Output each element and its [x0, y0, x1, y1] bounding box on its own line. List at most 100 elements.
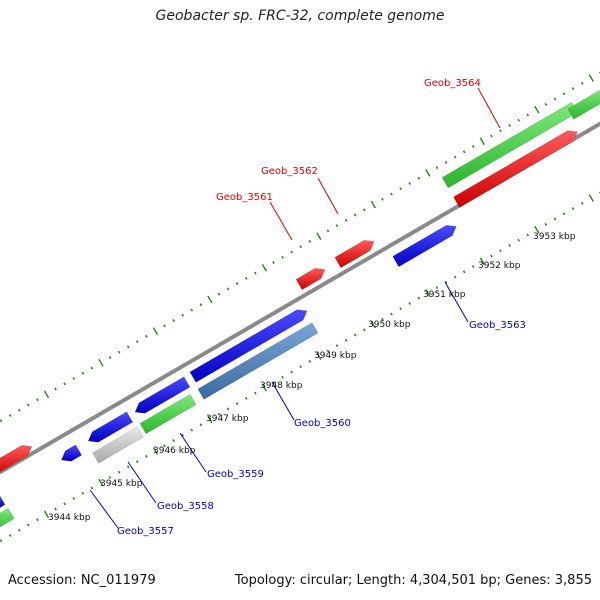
- scale-tick: [444, 280, 448, 284]
- kbp-label-3950: 3950 kbp: [368, 320, 411, 330]
- scale-tick: [462, 270, 466, 274]
- scale-tick: [254, 391, 257, 395]
- leader-geob-3557: [89, 489, 119, 529]
- scale-tick: [362, 328, 366, 332]
- scale-tick: [390, 312, 393, 316]
- scale-tick: [17, 408, 21, 412]
- scale-tick: [207, 295, 213, 304]
- scale-tick: [381, 317, 384, 321]
- scale-tick: [226, 407, 230, 411]
- leader-geob-3560: [271, 381, 295, 421]
- gene-blue-mid[interactable]: [134, 376, 191, 414]
- scale-tick: [117, 470, 121, 474]
- gene-blue-edge[interactable]: [0, 494, 6, 508]
- scale-tick: [181, 433, 184, 437]
- gene-label-geob-3564[interactable]: Geob_3564: [424, 78, 481, 89]
- scale-tick: [261, 384, 268, 392]
- scale-tick: [344, 218, 348, 222]
- scale-tick: [135, 460, 139, 464]
- kbp-label-3953: 3953 kbp: [533, 232, 576, 242]
- scale-tick: [526, 113, 530, 117]
- scale-tick: [72, 377, 76, 380]
- scale-tick: [199, 423, 203, 427]
- scale-tick: [344, 338, 348, 342]
- gene-geob-3561[interactable]: [295, 267, 326, 291]
- map-title: Geobacter sp. FRC-32, complete genome: [155, 8, 445, 24]
- scale-tick: [63, 382, 66, 386]
- scale-tick: [390, 192, 393, 196]
- scale-tick: [54, 387, 57, 391]
- scale-tick: [499, 129, 502, 133]
- kbp-label-3947: 3947 kbp: [206, 414, 249, 424]
- scale-tick: [90, 366, 94, 370]
- gene-label-geob-3559[interactable]: Geob_3559: [207, 469, 264, 480]
- gene-blue-small[interactable]: [87, 411, 134, 443]
- gene-label-geob-3563[interactable]: Geob_3563: [469, 320, 526, 331]
- gene-green-bottom[interactable]: [0, 507, 15, 531]
- gene-label-geob-3560[interactable]: Geob_3560: [294, 418, 351, 429]
- scale-tick: [81, 491, 85, 495]
- gene-label-geob-3562[interactable]: Geob_3562: [261, 166, 318, 177]
- scale-tick: [571, 207, 575, 211]
- scale-tick: [453, 275, 457, 279]
- scale-tick: [163, 324, 166, 328]
- scale-tick: [517, 238, 520, 242]
- gene-blue-long[interactable]: [189, 309, 308, 383]
- scale-tick: [152, 447, 159, 455]
- scale-tick: [435, 286, 439, 290]
- scale-tick: [580, 201, 584, 205]
- kbp-label-3944: 3944 kbp: [48, 513, 91, 523]
- scale-tick: [553, 217, 557, 221]
- scale-tick: [425, 289, 431, 297]
- scale-tick: [326, 229, 330, 233]
- gene-geob-3557[interactable]: [60, 444, 83, 462]
- scale-tick: [571, 87, 575, 91]
- gene-red-long[interactable]: [453, 130, 578, 208]
- scale-tick: [453, 155, 457, 159]
- gene-label-geob-3557[interactable]: Geob_3557: [117, 526, 174, 537]
- scale-tick: [217, 292, 221, 296]
- scale-tick: [254, 271, 257, 275]
- scale-tick: [526, 233, 530, 237]
- gene-red-left[interactable]: [0, 444, 33, 474]
- gene-geob-3559[interactable]: [139, 393, 197, 435]
- scale-tick: [36, 398, 39, 402]
- scale-tick: [199, 303, 203, 307]
- scale-tick: [244, 396, 248, 400]
- scale-tick: [290, 250, 293, 254]
- scale-tick: [353, 213, 357, 217]
- scale-tick: [562, 212, 566, 216]
- scale-tick: [181, 313, 184, 317]
- scale-tick: [217, 412, 221, 416]
- scale-tick: [235, 402, 239, 406]
- scale-tick: [562, 92, 566, 96]
- gene-geob-3560[interactable]: [197, 322, 319, 400]
- gene-label-geob-3561[interactable]: Geob_3561: [216, 192, 273, 203]
- scale-tick: [152, 327, 159, 335]
- gene-geob-3562[interactable]: [334, 239, 375, 269]
- kbp-label-3946: 3946 kbp: [153, 446, 196, 456]
- kbp-label-3949: 3949 kbp: [314, 351, 357, 361]
- scale-tick: [281, 255, 284, 259]
- scale-tick: [417, 296, 421, 300]
- scale-tick: [444, 160, 448, 164]
- leader-geob-3562: [317, 177, 339, 215]
- scale-tick: [588, 74, 594, 82]
- scale-tick: [36, 518, 39, 522]
- scale-tick: [27, 523, 30, 527]
- scale-tick: [261, 264, 268, 272]
- scale-tick: [43, 510, 50, 519]
- gene-geob-3558[interactable]: [92, 426, 144, 464]
- scale-tick: [98, 478, 104, 487]
- gene-geob-3563[interactable]: [392, 224, 457, 268]
- scale-tick: [508, 244, 511, 247]
- scale-tick: [163, 444, 166, 448]
- scale-tick: [27, 403, 30, 407]
- gene-label-geob-3558[interactable]: Geob_3558: [157, 501, 214, 512]
- genome-stats-text: Topology: circular; Length: 4,304,501 bp…: [234, 573, 592, 588]
- gene-green-right[interactable]: [567, 89, 600, 120]
- scale-tick: [534, 105, 540, 114]
- scale-tick: [544, 102, 548, 106]
- scale-tick: [190, 428, 194, 432]
- scale-tick: [316, 352, 322, 361]
